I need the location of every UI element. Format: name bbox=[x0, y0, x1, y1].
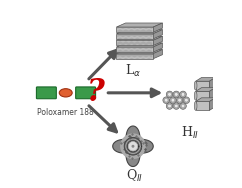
Polygon shape bbox=[209, 77, 215, 90]
Polygon shape bbox=[196, 88, 215, 91]
Polygon shape bbox=[178, 98, 182, 102]
Polygon shape bbox=[164, 98, 168, 102]
Polygon shape bbox=[174, 104, 178, 108]
Polygon shape bbox=[180, 91, 186, 98]
FancyBboxPatch shape bbox=[37, 87, 56, 99]
Polygon shape bbox=[153, 43, 162, 52]
Polygon shape bbox=[174, 92, 178, 96]
Polygon shape bbox=[163, 97, 169, 104]
Polygon shape bbox=[131, 145, 135, 148]
Polygon shape bbox=[120, 133, 146, 159]
Polygon shape bbox=[171, 98, 175, 102]
Polygon shape bbox=[209, 88, 215, 100]
Polygon shape bbox=[196, 98, 215, 102]
Polygon shape bbox=[166, 103, 173, 109]
FancyBboxPatch shape bbox=[76, 87, 96, 99]
Polygon shape bbox=[176, 97, 183, 104]
Ellipse shape bbox=[59, 89, 72, 97]
Polygon shape bbox=[168, 92, 171, 96]
Polygon shape bbox=[185, 98, 188, 102]
Text: Q$_{II}$: Q$_{II}$ bbox=[126, 168, 144, 183]
Bar bbox=[116, 27, 153, 32]
Bar bbox=[116, 47, 153, 52]
Ellipse shape bbox=[194, 81, 197, 90]
Polygon shape bbox=[153, 49, 162, 59]
Polygon shape bbox=[124, 137, 142, 155]
Polygon shape bbox=[153, 30, 162, 39]
Polygon shape bbox=[183, 97, 190, 104]
Polygon shape bbox=[168, 104, 171, 108]
Polygon shape bbox=[113, 126, 153, 167]
Polygon shape bbox=[196, 81, 209, 90]
Polygon shape bbox=[153, 36, 162, 45]
Polygon shape bbox=[173, 91, 180, 98]
Bar bbox=[116, 40, 153, 45]
Ellipse shape bbox=[194, 102, 197, 110]
Ellipse shape bbox=[194, 91, 197, 100]
Polygon shape bbox=[116, 23, 162, 27]
Polygon shape bbox=[166, 91, 173, 98]
Polygon shape bbox=[196, 91, 209, 100]
Polygon shape bbox=[116, 43, 162, 47]
Bar bbox=[116, 34, 153, 39]
Text: L$_\alpha$: L$_\alpha$ bbox=[125, 63, 141, 80]
Text: ?: ? bbox=[87, 77, 105, 108]
Polygon shape bbox=[196, 102, 209, 110]
Polygon shape bbox=[116, 49, 162, 54]
Polygon shape bbox=[116, 36, 162, 40]
Polygon shape bbox=[128, 142, 138, 151]
Polygon shape bbox=[180, 103, 186, 109]
Text: H$_{II}$: H$_{II}$ bbox=[181, 125, 199, 141]
Polygon shape bbox=[181, 104, 185, 108]
Polygon shape bbox=[170, 97, 176, 104]
Polygon shape bbox=[116, 30, 162, 34]
Polygon shape bbox=[173, 103, 180, 109]
Bar bbox=[116, 54, 153, 59]
Text: Poloxamer 188: Poloxamer 188 bbox=[37, 108, 94, 117]
Polygon shape bbox=[153, 23, 162, 32]
Polygon shape bbox=[209, 98, 215, 110]
Polygon shape bbox=[196, 77, 215, 81]
Polygon shape bbox=[181, 92, 185, 96]
